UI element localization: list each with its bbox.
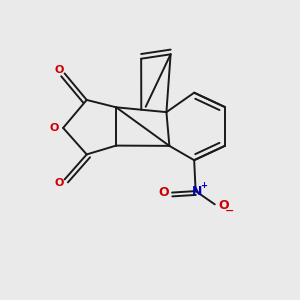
Text: O: O bbox=[55, 178, 64, 188]
Text: O: O bbox=[50, 123, 59, 133]
Text: N: N bbox=[192, 184, 202, 198]
Text: O: O bbox=[158, 186, 169, 199]
Text: +: + bbox=[200, 181, 207, 190]
Text: O: O bbox=[55, 65, 64, 75]
Text: −: − bbox=[225, 206, 234, 216]
Text: O: O bbox=[218, 199, 229, 212]
